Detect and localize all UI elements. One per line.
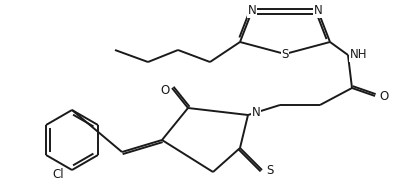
Text: S: S (266, 163, 273, 176)
Text: N: N (314, 4, 322, 18)
Text: N: N (248, 4, 256, 18)
Text: O: O (161, 84, 170, 98)
Text: S: S (281, 48, 289, 60)
Text: NH: NH (350, 49, 368, 61)
Text: O: O (379, 90, 388, 103)
Text: N: N (252, 106, 261, 120)
Text: Cl: Cl (52, 168, 64, 181)
